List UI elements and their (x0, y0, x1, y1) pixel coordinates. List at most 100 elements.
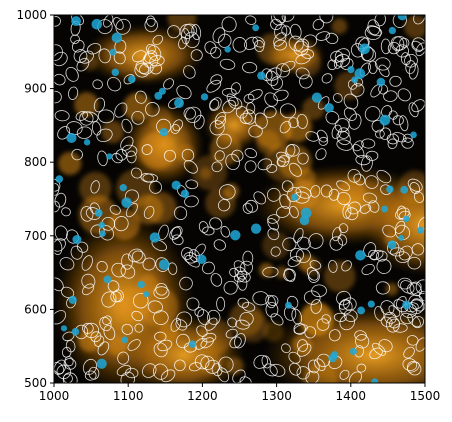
cell-outline (127, 339, 141, 351)
cell-outline (279, 103, 297, 119)
cell-outline (329, 236, 344, 251)
cell-outline (252, 36, 266, 48)
cell-outline (283, 268, 296, 282)
cell-outline (239, 311, 254, 326)
cell-outline (54, 200, 60, 213)
glow-spot (262, 231, 290, 260)
cell-outline (399, 115, 409, 132)
cell-outline (93, 335, 105, 347)
cell-outline (375, 129, 385, 139)
cell-outline (90, 331, 102, 343)
nucleus (402, 300, 411, 310)
nucleus (224, 46, 231, 53)
cell-outline (275, 63, 290, 78)
cell-outline (245, 15, 257, 25)
cell-outline (339, 369, 350, 380)
cell-outline (188, 362, 202, 372)
cell-outline (117, 351, 130, 365)
cell-outline (386, 133, 400, 145)
glow-spot (259, 262, 274, 278)
cell-outline (408, 63, 419, 80)
cell-outline (347, 169, 361, 183)
cell-outline (120, 264, 136, 279)
cell-outline (407, 361, 420, 373)
cell-outline (131, 310, 144, 322)
x-tick-label: 1100 (113, 389, 144, 403)
cell-outline (121, 144, 138, 157)
axes-frame (53, 14, 426, 384)
cell-outline (54, 225, 68, 241)
cell-outline (169, 226, 183, 240)
nucleus (128, 75, 136, 84)
cell-outline (200, 337, 214, 349)
nucleus (111, 32, 123, 43)
cell-outline (361, 264, 375, 275)
cell-outline (242, 202, 254, 214)
y-tick-label: 500 (24, 376, 47, 390)
cell-outline (242, 250, 254, 266)
cell-outline (171, 226, 182, 239)
nucleus (376, 77, 386, 87)
cell-outline (153, 286, 170, 300)
cell-outline (217, 199, 231, 212)
nucleus (388, 26, 397, 35)
nucleus (386, 185, 394, 193)
cell-outline (336, 290, 351, 306)
glow-spot (210, 133, 242, 166)
cell-outline (412, 37, 425, 51)
cell-outline (92, 79, 103, 90)
nucleus (106, 153, 113, 160)
cell-outline (142, 257, 156, 271)
cell-outline (149, 62, 163, 75)
nucleus (137, 280, 145, 289)
cell-outline (321, 314, 331, 324)
cell-outline (88, 366, 100, 380)
cell-outline (204, 41, 217, 55)
cell-outline (124, 189, 139, 203)
cell-outline (202, 226, 215, 236)
cell-outline (263, 363, 278, 377)
cell-outline (113, 216, 129, 232)
cell-outline (223, 280, 238, 295)
cell-outline (325, 32, 339, 45)
cell-outline (384, 311, 397, 324)
glow-spot (323, 260, 356, 293)
cell-outline (297, 339, 308, 352)
cell-outline (121, 118, 133, 134)
nucleus (171, 180, 181, 190)
cell-outline (73, 49, 88, 63)
cell-outline (160, 369, 176, 383)
cell-outline (295, 186, 312, 199)
cell-outline (293, 324, 308, 335)
cell-outline (147, 45, 162, 62)
nucleus (121, 197, 132, 208)
cell-outline (388, 110, 398, 120)
cell-outline (197, 309, 211, 326)
cell-outline (132, 292, 149, 309)
cell-outline (163, 78, 174, 90)
cell-outline (261, 355, 271, 369)
nucleus (68, 295, 77, 304)
cell-outline (56, 364, 71, 380)
x-tick-label: 1400 (336, 389, 367, 403)
glow-spot (159, 322, 179, 342)
cell-outline (315, 148, 327, 161)
cell-outline (113, 51, 126, 65)
cell-outline (366, 25, 383, 37)
cell-outline (353, 173, 366, 186)
glow-spot (144, 191, 177, 225)
cell-outline (220, 225, 230, 238)
cell-outline (185, 179, 199, 190)
cell-outline (290, 23, 302, 40)
cell-outline (289, 362, 302, 376)
cell-outline (336, 180, 350, 191)
cell-outline (302, 34, 318, 48)
cell-outline (183, 23, 198, 37)
cell-outline (54, 16, 61, 27)
x-tick-label: 1200 (187, 389, 218, 403)
y-tick-label: 1000 (16, 8, 47, 22)
cell-outline (174, 359, 186, 372)
cell-outline (68, 86, 79, 100)
cell-outline (84, 370, 97, 381)
cell-outline (252, 291, 269, 306)
